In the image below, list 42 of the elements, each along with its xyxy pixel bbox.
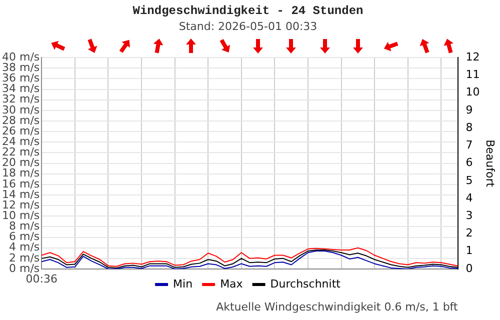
y-tick-label: 0 m/s bbox=[8, 262, 40, 275]
y-tick-label: 12 m/s bbox=[2, 198, 40, 212]
y2-tick-label: 7 bbox=[466, 138, 473, 152]
y-tick-label: 8 m/s bbox=[8, 220, 40, 233]
y-tick-label: 30 m/s bbox=[2, 103, 40, 116]
y-tick-label: 38 m/s bbox=[2, 61, 40, 74]
y-tick-label: 16 m/s bbox=[2, 177, 40, 190]
y2-tick-label: 11 bbox=[466, 68, 480, 82]
y2-tick-label: 0 bbox=[466, 262, 473, 275]
y-tick-label: 28 m/s bbox=[2, 114, 40, 127]
y2-tick-label: 2 bbox=[466, 226, 473, 240]
y-tick-label: 34 m/s bbox=[2, 82, 40, 96]
text: 00:36 bbox=[26, 272, 58, 286]
y2-tick-label: 1 bbox=[466, 244, 473, 258]
legend-label: Min bbox=[173, 277, 193, 290]
y-tick-label: 20 m/s bbox=[2, 156, 40, 170]
y-tick-label: 32 m/s bbox=[2, 92, 40, 106]
y2-tick-label: 8 bbox=[466, 120, 473, 134]
y2-tick-label: 6 bbox=[466, 156, 473, 170]
y-tick-label: 4 m/s bbox=[8, 240, 40, 254]
y-tick-label: 6 m/s bbox=[8, 230, 40, 244]
y-tick-label: 18 m/s bbox=[2, 166, 40, 180]
y-tick-label: 10 m/s bbox=[2, 209, 40, 222]
y-tick-label: 2 m/s bbox=[8, 251, 40, 264]
y-tick-label: 22 m/s bbox=[2, 146, 40, 159]
y2-tick-label: 5 bbox=[466, 174, 473, 187]
y2-tick-label: 10 bbox=[466, 86, 480, 99]
text: Aktuelle Windgeschwindigkeit 0.6 m/s, 1 bft bbox=[216, 300, 458, 314]
y2-tick-label: 9 bbox=[466, 103, 473, 116]
y2-tick-label: 4 bbox=[466, 191, 473, 204]
chart-subtitle: Stand: 2026-05-01 00:33 bbox=[178, 20, 318, 33]
y-tick-label: 14 m/s bbox=[2, 188, 40, 201]
y2-tick-label: 12 bbox=[466, 50, 480, 64]
chart-title: Windgeschwindigkeit - 24 Stunden bbox=[132, 4, 364, 18]
legend-label: Max bbox=[220, 277, 244, 290]
y2-axis-title: Beaufort bbox=[484, 140, 497, 188]
y-tick-label: 24 m/s bbox=[2, 135, 40, 148]
y-tick-label: 26 m/s bbox=[2, 124, 40, 138]
y2-tick-label: 3 bbox=[466, 209, 473, 222]
y-tick-label: 36 m/s bbox=[2, 72, 40, 85]
legend-label: Durchschnitt bbox=[270, 277, 342, 290]
y-tick-label: 40 m/s bbox=[2, 50, 40, 64]
